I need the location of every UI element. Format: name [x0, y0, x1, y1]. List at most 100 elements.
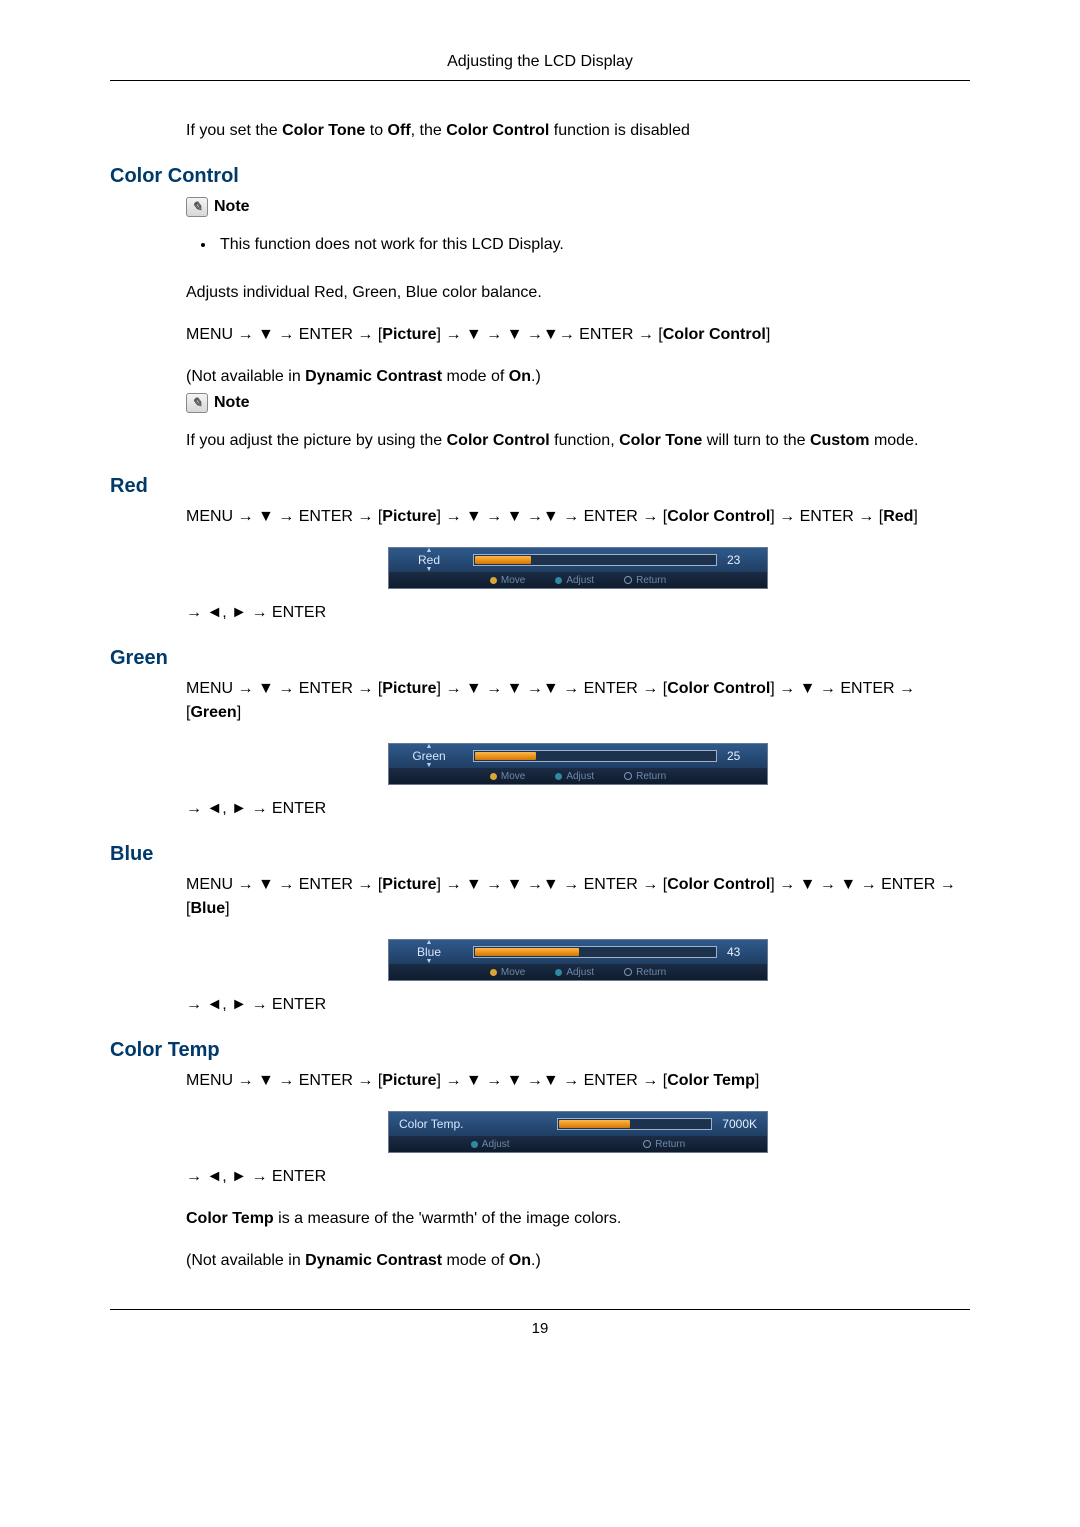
page-number: 19	[532, 1320, 549, 1337]
dot-icon	[490, 773, 497, 780]
bullet-list: This function does not work for this LCD…	[186, 233, 970, 257]
note-block: ✎ Note	[186, 195, 970, 219]
osd-label: Green	[412, 750, 445, 762]
text-bold: Picture	[382, 1072, 436, 1089]
note-label: Note	[214, 391, 250, 415]
osd-hint-move: Move	[490, 573, 525, 588]
osd-bar-fill	[475, 752, 536, 760]
osd-hint-return: Return	[624, 769, 666, 784]
hint-text: Move	[501, 965, 525, 980]
osd-bar-area: 23	[473, 551, 757, 569]
page-footer: 19	[110, 1309, 970, 1341]
text: .)	[531, 368, 541, 385]
dot-icon	[555, 969, 562, 976]
osd-label: Color Temp.	[399, 1115, 463, 1133]
text: (Not available in	[186, 368, 305, 385]
osd-hint-return: Return	[643, 1137, 685, 1152]
dot-icon	[555, 773, 562, 780]
hint-text: Adjust	[566, 769, 594, 784]
text: mode.	[870, 432, 919, 449]
text-bold: tom	[840, 432, 869, 449]
heading-color-temp: Color Temp	[110, 1035, 970, 1065]
osd-bar-track	[473, 554, 717, 566]
osd-figure-red: ▲ Red ▼ 23 Move Adjust Return	[186, 547, 970, 589]
text-bold: Red	[883, 508, 913, 525]
nav-path-color-temp: MENU → ▼ → ENTER → [Picture] → ▼ → ▼ →▼ …	[186, 1069, 970, 1093]
text: If you adjust the picture by using the	[186, 432, 447, 449]
osd-hint-move: Move	[490, 769, 525, 784]
text-bold: Color Temp	[667, 1072, 755, 1089]
osd-value: 23	[727, 551, 757, 569]
nav-path-red: MENU → ▼ → ENTER → [Picture] → ▼ → ▼ →▼ …	[186, 505, 970, 529]
osd-label-column: ▲ Green ▼	[399, 743, 459, 769]
text-bold: Color Control	[667, 876, 770, 893]
osd-hint-adjust: Adjust	[555, 769, 594, 784]
hint-text: Return	[636, 965, 666, 980]
osd-bar-track	[473, 750, 717, 762]
hint-text: Return	[655, 1137, 685, 1152]
after-nav: → ◄, ► → ENTER	[186, 993, 970, 1017]
text: is a measure of the 'warmth' of the imag…	[274, 1210, 622, 1227]
text: ]	[766, 326, 770, 343]
text-bold: Picture	[382, 680, 436, 697]
adjusts-paragraph: Adjusts individual Red, Green, Blue colo…	[186, 281, 970, 305]
text: MENU → ▼ → ENTER → [	[186, 508, 382, 525]
osd-bar-track	[473, 946, 717, 958]
text-bold: Color Temp	[186, 1210, 274, 1227]
hint-text: Adjust	[482, 1137, 510, 1152]
text: ] → ▼ → ▼ →▼→ ENTER → [	[437, 326, 663, 343]
text: , the	[411, 122, 447, 139]
nav-path-green: MENU → ▼ → ENTER → [Picture] → ▼ → ▼ →▼ …	[186, 677, 970, 725]
hint-text: Return	[636, 573, 666, 588]
text-bold: Dynamic Contrast	[305, 1252, 442, 1269]
text-bold: Picture	[382, 508, 436, 525]
triangle-down-icon: ▼	[426, 958, 433, 965]
heading-color-control: Color Control	[110, 161, 970, 191]
nav-path: MENU → ▼ → ENTER → [Picture] → ▼ → ▼ →▼→…	[186, 323, 970, 347]
after-nav: → ◄, ► → ENTER	[186, 797, 970, 821]
not-available: (Not available in Dynamic Contrast mode …	[186, 365, 970, 389]
osd-hint-bar: Move Adjust Return	[389, 768, 767, 784]
osd-value: 7000K	[722, 1115, 757, 1133]
text: will turn to the	[702, 432, 810, 449]
dot-icon	[471, 1141, 478, 1148]
text: ]	[225, 900, 229, 917]
hint-text: Return	[636, 769, 666, 784]
text-bold: Green	[190, 704, 236, 721]
osd-hint-adjust: Adjust	[555, 965, 594, 980]
text: ]	[237, 704, 241, 721]
text: ] → ▼ → ▼ →▼ → ENTER → [	[437, 1072, 668, 1089]
osd-label-column: ▲ Blue ▼	[399, 939, 459, 965]
osd-label: Red	[418, 554, 440, 566]
osd-bar-fill	[475, 556, 531, 564]
hint-text: Adjust	[566, 573, 594, 588]
osd-panel: ▲ Blue ▼ 43 Move Adjust Return	[388, 939, 768, 981]
ring-icon	[643, 1140, 651, 1148]
text-bold: Color Tone	[282, 122, 365, 139]
triangle-down-icon: ▼	[426, 762, 433, 769]
not-available: (Not available in Dynamic Contrast mode …	[186, 1249, 970, 1273]
text: mode of	[442, 368, 509, 385]
ring-icon	[624, 772, 632, 780]
osd-hint-adjust: Adjust	[471, 1137, 510, 1152]
heading-green: Green	[110, 643, 970, 673]
page-content: If you set the Color Tone to Off, the Co…	[110, 119, 970, 1273]
text-bold: Off	[388, 122, 411, 139]
text: ] → ▼ → ▼ →▼ → ENTER → [	[437, 680, 668, 697]
osd-figure-color-temp: Color Temp. 7000K Adjust Return	[186, 1111, 970, 1153]
text-bold: Color Control	[447, 432, 550, 449]
list-item: This function does not work for this LCD…	[216, 233, 970, 257]
osd-bar-area: 7000K	[557, 1115, 757, 1133]
text-bold: Picture	[382, 326, 436, 343]
osd-figure-blue: ▲ Blue ▼ 43 Move Adjust Return	[186, 939, 970, 981]
text: ]	[755, 1072, 759, 1089]
text: to	[365, 122, 387, 139]
note-block: ✎ Note	[186, 391, 970, 415]
osd-hint-bar: Adjust Return	[389, 1136, 767, 1152]
osd-label: Blue	[417, 946, 441, 958]
osd-value: 25	[727, 747, 757, 765]
note-icon: ✎	[186, 197, 208, 217]
osd-bar-area: 25	[473, 747, 757, 765]
osd-top-bar: ▲ Red ▼ 23	[389, 548, 767, 572]
text: MENU → ▼ → ENTER → [	[186, 680, 382, 697]
